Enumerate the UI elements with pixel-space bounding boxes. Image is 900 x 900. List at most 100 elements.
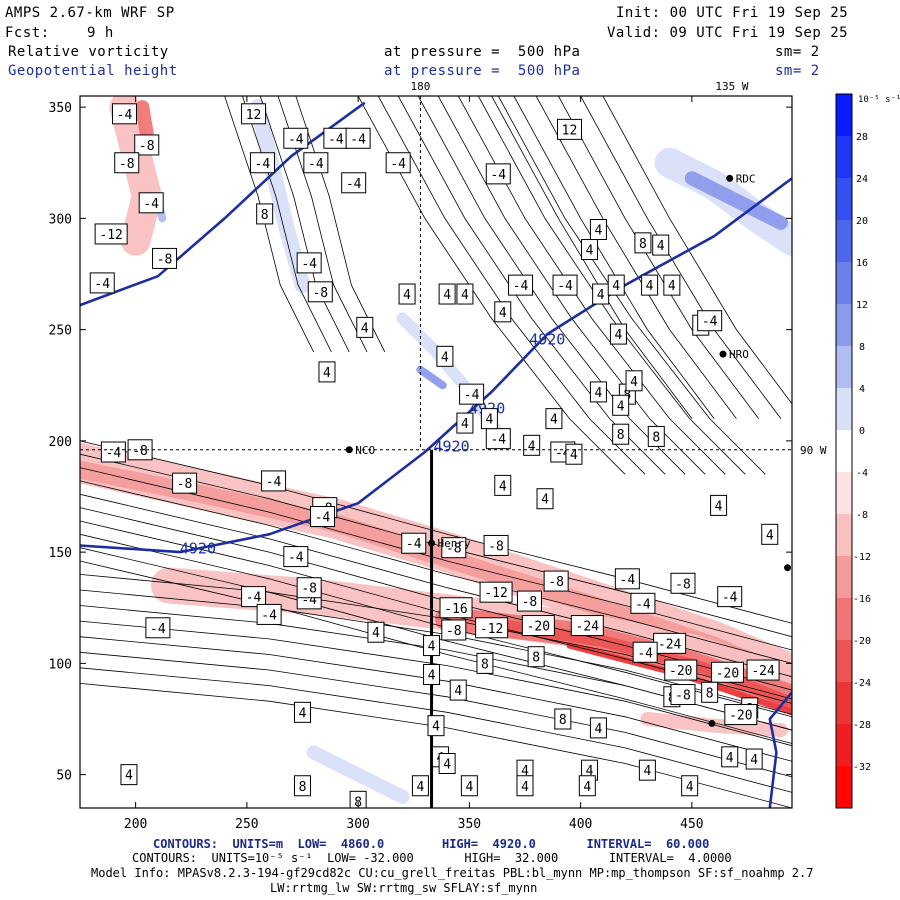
value-label-text: 4 — [323, 366, 331, 381]
x-tick-label: 300 — [346, 817, 369, 832]
value-label-text: 4 — [485, 413, 493, 428]
value-label-box — [356, 316, 374, 338]
vorticity-contour — [80, 636, 792, 762]
value-label-text: -8 — [132, 444, 148, 459]
value-label-text: -4 — [255, 157, 271, 172]
vorticity-contour — [497, 96, 766, 475]
value-label-text: -4 — [490, 168, 506, 183]
value-label-text: 4 — [461, 288, 469, 303]
value-label: -4 — [261, 470, 287, 492]
value-label-text: 4 — [428, 669, 436, 684]
colorbar-tick-label: -28 — [853, 720, 871, 731]
x-tick-label: 350 — [458, 817, 481, 832]
value-label: 12 — [241, 103, 267, 125]
value-label-text: 8 — [559, 713, 567, 728]
y-tick-label: 350 — [49, 101, 72, 116]
value-label: 8 — [612, 423, 630, 445]
colorbar-segment — [836, 472, 852, 515]
value-label-text: 4 — [443, 758, 451, 773]
value-label: 4 — [480, 408, 498, 430]
value-label: -4 — [632, 641, 658, 663]
value-label-box — [724, 704, 758, 726]
colorbar-tick-label: -8 — [856, 510, 868, 521]
value-label: -4 — [341, 172, 367, 194]
value-label-box — [438, 283, 456, 305]
value-label: 4 — [460, 775, 478, 797]
colorbar-segment — [836, 556, 852, 599]
pressure-level-2: at pressure = 500 hPa — [384, 63, 581, 79]
value-label-box — [581, 239, 599, 261]
longitude-label-90w: 90 W — [800, 444, 827, 457]
value-label-box — [94, 223, 128, 245]
station-marker — [708, 719, 716, 727]
value-label-box — [638, 759, 656, 781]
value-label-text: -16 — [444, 602, 467, 617]
value-label-box — [612, 394, 630, 416]
value-label-box — [401, 532, 427, 554]
value-label-text: -4 — [143, 197, 159, 212]
value-label-box — [516, 590, 542, 612]
value-label: -20 — [710, 661, 744, 683]
vorticity-contour — [80, 683, 792, 808]
value-label-box — [241, 586, 267, 608]
value-label-text: 4 — [617, 399, 625, 414]
value-label-text: -12 — [99, 228, 122, 243]
value-label: -8 — [516, 590, 542, 612]
plot-area: 4920492049204920-4-8-8-4-12-8-412-48-4-4… — [80, 96, 792, 810]
value-label-box — [460, 775, 478, 797]
vorticity-contour — [602, 96, 792, 405]
value-label-text: -4 — [117, 108, 133, 123]
vorticity-contour — [80, 651, 792, 778]
station-name: HRO — [729, 348, 749, 361]
value-label-box — [114, 152, 140, 174]
value-label-text: -4 — [406, 537, 422, 552]
x-tick-label: 450 — [680, 817, 703, 832]
value-label-text: -4 — [315, 511, 331, 526]
value-label-box — [545, 408, 563, 430]
value-label: 4 — [436, 345, 454, 367]
value-label: 4 — [710, 494, 728, 516]
value-label: 4 — [589, 717, 607, 739]
value-label-text: 4 — [361, 321, 369, 336]
value-label: 4 — [607, 274, 625, 296]
value-label-text: -4 — [464, 388, 480, 403]
value-label: -24 — [570, 615, 604, 637]
vorticity-contour — [513, 96, 715, 419]
value-label-text: 8 — [652, 430, 660, 445]
vorticity-contour — [535, 96, 737, 419]
value-label-box — [411, 775, 429, 797]
value-label-box — [145, 617, 171, 639]
value-label-text: -4 — [150, 622, 166, 637]
value-label-text: -20 — [729, 709, 752, 724]
colorbar-segment — [836, 640, 852, 683]
value-label-box — [112, 103, 137, 125]
value-label-box — [630, 592, 656, 614]
value-label: 4 — [663, 274, 681, 296]
y-tick-label: 300 — [49, 212, 72, 227]
value-label-text: 4 — [372, 626, 380, 641]
value-label-text: -4 — [106, 446, 122, 461]
value-label-text: -4 — [266, 475, 282, 490]
station-marker — [719, 350, 727, 358]
field-vorticity: Relative vorticity — [8, 44, 169, 60]
smoothing-2: sm= 2 — [775, 63, 820, 79]
value-label-box — [552, 274, 578, 296]
colorbar-tick-label: 0 — [859, 426, 865, 437]
value-label-text: -12 — [480, 622, 503, 637]
station-name: RDC — [736, 172, 756, 185]
vorticity-contour — [558, 96, 759, 419]
positive-vorticity-band — [250, 99, 311, 294]
vorticity-contour — [80, 620, 792, 747]
value-label: -4 — [485, 428, 511, 450]
colorbar-unit: 10⁻⁵ s⁻¹ — [858, 95, 900, 105]
y-tick-label: 200 — [49, 435, 72, 450]
value-label: -4 — [112, 103, 137, 125]
colorbar-segment — [836, 682, 852, 725]
colorbar-tick-label: 16 — [856, 258, 868, 269]
value-label-text: 4 — [454, 684, 462, 699]
value-label-text: 8 — [354, 795, 362, 810]
value-label-text: 4 — [668, 279, 676, 294]
height-contour-label: 4920 — [180, 540, 216, 558]
colorbar-tick-label: -16 — [853, 594, 871, 605]
value-label: 4 — [536, 488, 554, 510]
